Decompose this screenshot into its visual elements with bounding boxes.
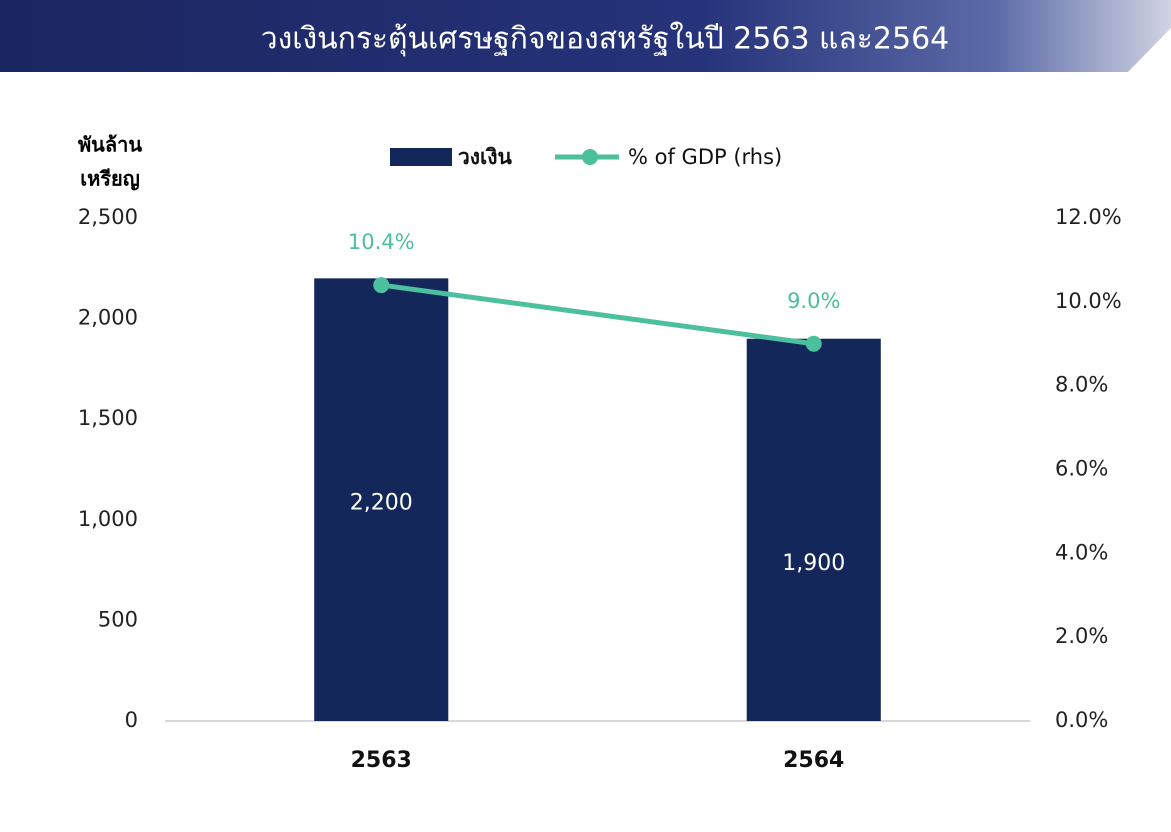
legend-label: % of GDP (rhs) — [628, 145, 782, 169]
y2-tick-label: 4.0% — [1055, 540, 1108, 564]
y2-tick-label: 10.0% — [1055, 289, 1122, 313]
x-tick-label: 2563 — [351, 748, 412, 773]
line-value-label: 9.0% — [787, 289, 840, 313]
y2-tick-label: 8.0% — [1055, 373, 1108, 397]
y2-tick-label: 6.0% — [1055, 457, 1108, 481]
x-tick-label: 2564 — [783, 748, 844, 773]
y-tick-label: 1,000 — [78, 507, 138, 531]
legend-swatch — [582, 149, 598, 165]
bar-value-label: 1,900 — [782, 551, 845, 576]
line-value-label: 10.4% — [348, 230, 415, 254]
banner — [0, 0, 1171, 72]
y2-tick-label: 0.0% — [1055, 708, 1108, 732]
y-tick-label: 1,500 — [78, 406, 138, 430]
y-tick-label: 2,000 — [78, 306, 138, 330]
chart-title: วงเงินกระตุ้นเศรษฐกิจของสหรัฐในปี 2563 แ… — [261, 22, 950, 58]
line-point — [805, 335, 822, 352]
legend-label: วงเงิน — [458, 145, 512, 169]
y-axis-label: พันล้าน — [78, 133, 142, 157]
bar-value-label: 2,200 — [350, 491, 413, 516]
line — [380, 282, 815, 347]
y-tick-label: 500 — [98, 607, 138, 631]
y-tick-label: 2,500 — [78, 205, 138, 229]
bar — [746, 338, 881, 721]
y2-tick-label: 12.0% — [1055, 205, 1122, 229]
y2-tick-label: 2.0% — [1055, 624, 1108, 648]
line-point — [373, 277, 390, 294]
legend-swatch — [390, 148, 452, 166]
y-axis-label: เหรียญ — [80, 167, 140, 191]
bar — [314, 278, 449, 721]
y-tick-label: 0 — [125, 708, 138, 732]
